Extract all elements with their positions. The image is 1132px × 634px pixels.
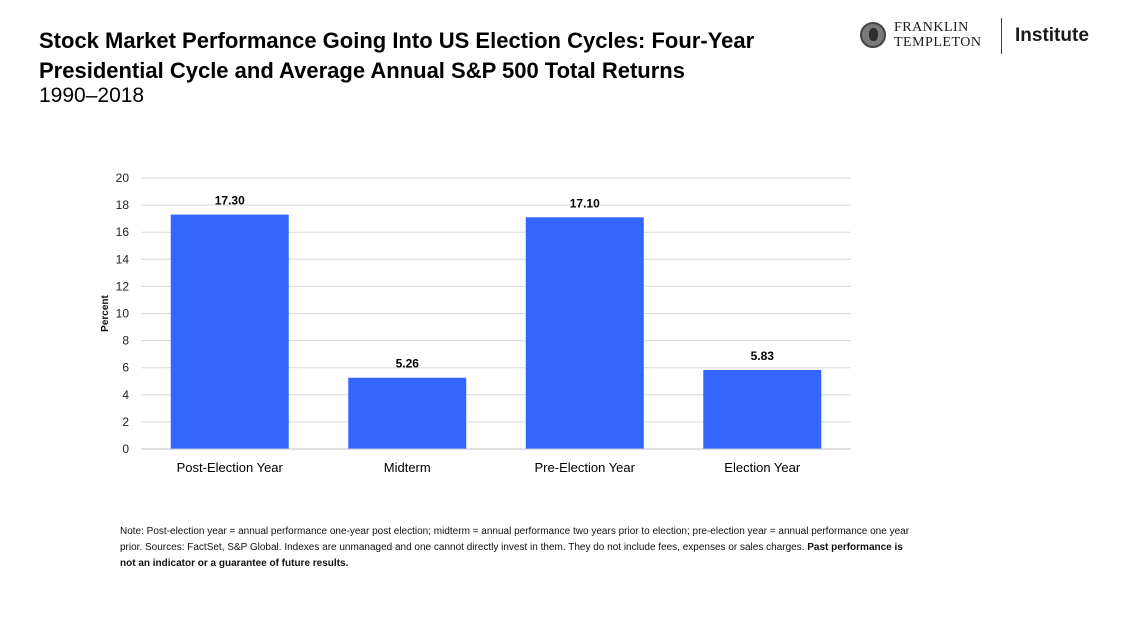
footnote-text: Note: Post-election year = annual perfor… (120, 526, 910, 553)
franklin-seal-icon (860, 22, 886, 48)
bar (170, 214, 289, 449)
y-tick-label: 20 (116, 171, 130, 185)
institute-label: Institute (1015, 25, 1089, 46)
y-tick-label: 16 (116, 225, 130, 239)
chart-title: Stock Market Performance Going Into US E… (39, 28, 755, 83)
bar (703, 370, 822, 449)
y-tick-label: 10 (116, 307, 130, 321)
y-axis-label: Percent (100, 294, 111, 331)
y-tick-label: 6 (122, 361, 129, 375)
bar (525, 217, 644, 449)
bar-chart: 0 2 4 6 8 10 12 14 16 18 20 Percent 17.30 Post-Electi… (100, 171, 851, 475)
y-tick-label: 8 (122, 334, 129, 348)
footnote-disclaimer: Past performance is not an indicator or … (120, 542, 903, 569)
chart-subtitle: 1990–2018 (39, 84, 145, 107)
y-tick-label: 18 (116, 198, 130, 212)
data-label: 5.83 (751, 349, 775, 363)
franklin-templeton-institute-logo: FRANKLIN TEMPLETON Institute (860, 18, 1110, 56)
y-tick-label: 0 (122, 442, 129, 456)
brand-wordmark: FRANKLIN TEMPLETON (894, 20, 981, 50)
y-tick-label: 4 (122, 388, 129, 402)
y-tick-label: 2 (122, 415, 129, 429)
x-tick-label: Post-Election Year (177, 460, 284, 475)
bar (348, 377, 467, 449)
data-label: 5.26 (396, 357, 420, 371)
y-tick-label: 12 (116, 279, 130, 293)
brand-line-2: TEMPLETON (894, 35, 982, 50)
footnote: Note: Post-election year = annual perfor… (120, 524, 910, 572)
x-tick-label: Pre-Election Year (535, 460, 636, 475)
data-label: 17.10 (570, 196, 600, 210)
x-tick-label: Election Year (724, 460, 801, 475)
data-label: 17.30 (215, 194, 245, 208)
y-tick-label: 14 (116, 252, 130, 266)
logo-divider (1001, 18, 1002, 54)
x-tick-label: Midterm (384, 460, 431, 475)
brand-line-1: FRANKLIN (894, 20, 969, 35)
